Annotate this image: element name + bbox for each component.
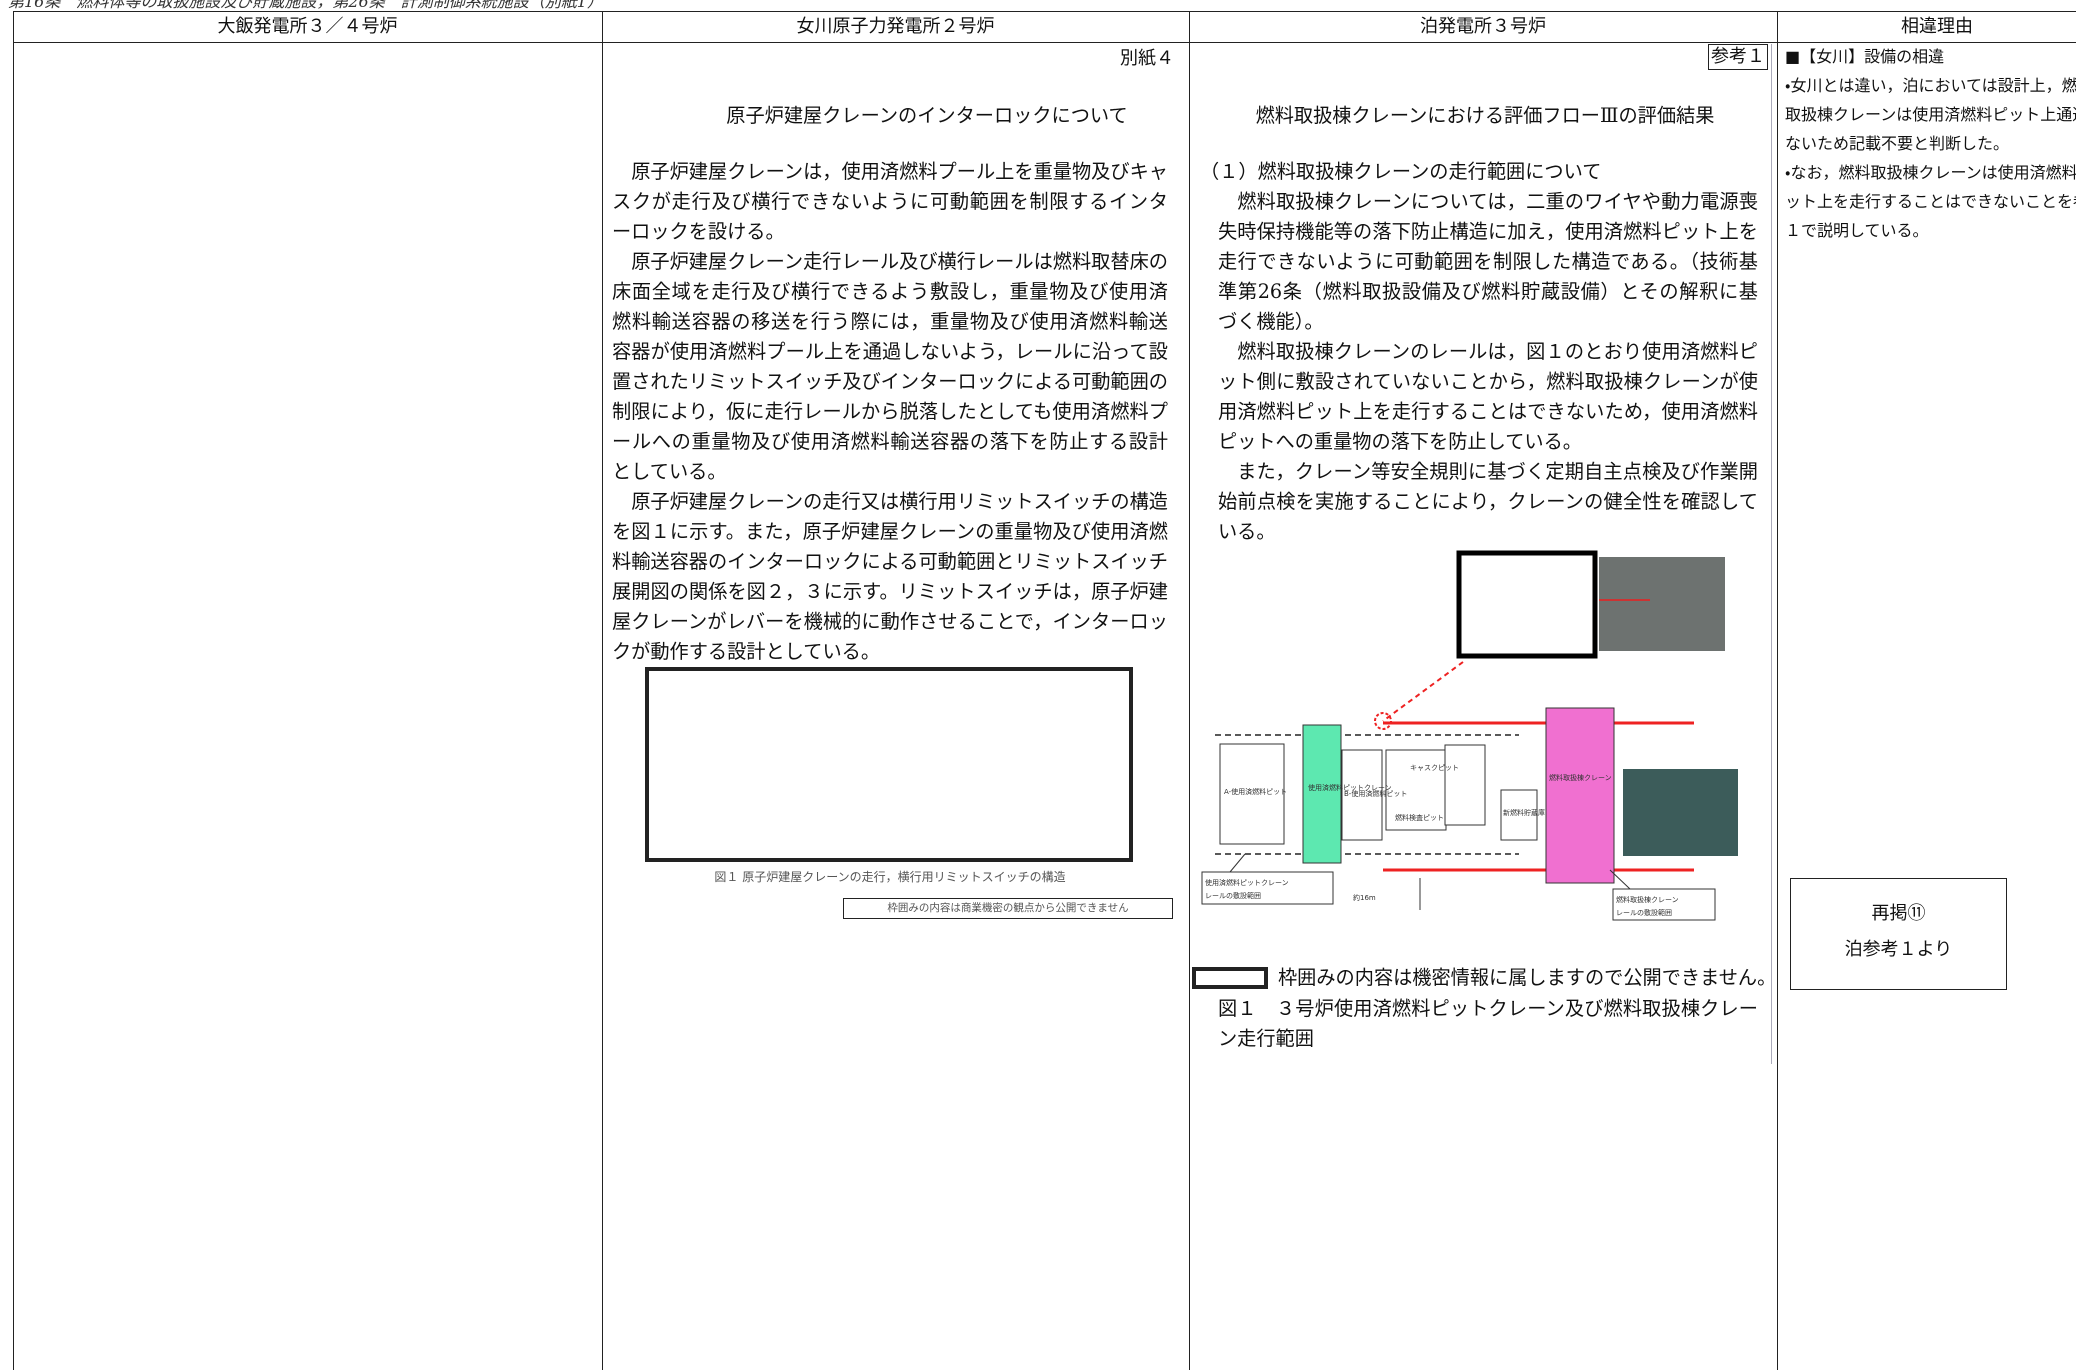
doc-title: 原子炉建屋クレーンのインターロックについて: [726, 104, 1128, 127]
pit-outline: [1219, 743, 1285, 845]
top-note: 第16条 燃料体等の取扱施設及び貯蔵施設，第26条 計測制御系統施設（別紙1）: [8, 0, 603, 11]
paragraph: 原子炉建屋クレーンは，使用済燃料プール上を重量物及びキャスクが走行及び横行できな…: [612, 160, 1168, 243]
diagram-label: B-使用済燃料ピット: [1344, 789, 1407, 798]
paragraph: 原子炉建屋クレーンの走行又は横行用リミットスイッチの構造を図１に示す。また，原子…: [612, 490, 1168, 663]
redaction-key: [1192, 967, 1268, 989]
body-text: 原子炉建屋クレーンは，使用済燃料プール上を重量物及びキャスクが走行及び横行できな…: [612, 157, 1168, 667]
leader-line: [1609, 869, 1631, 890]
reason-text: ■【女川】設備の相違 ・女川とは違い，泊においては設計上，燃料取扱棟クレーンは使…: [1785, 42, 2076, 245]
crane: [1545, 707, 1615, 884]
column-header: 相違理由: [1901, 16, 1973, 37]
label-box: [1612, 888, 1716, 921]
figure-caption: 図１ ３号炉使用済燃料ピットクレーン及び燃料取扱棟クレーン走行範囲: [1218, 997, 1758, 1050]
diagram-label: 使用済燃料ピットクレーン: [1308, 783, 1392, 792]
notice-text: 枠囲みの内容は機密情報に属しますので公開できません。: [1278, 966, 1777, 989]
table-border: [13, 42, 2076, 43]
section-heading: （１）燃料取扱棟クレーンの走行範囲について: [1200, 160, 1602, 183]
diagram-label: キャスクピット: [1410, 764, 1459, 772]
leader-line: [1229, 853, 1246, 873]
column-header: 女川原子力発電所２号炉: [796, 16, 995, 37]
redacted-box: [1456, 550, 1598, 659]
label-box: [1201, 871, 1334, 905]
diagram-label: 燃料検査ピット: [1395, 813, 1444, 822]
reference-box: 再掲⑪ 泊参考１より: [1790, 878, 2007, 990]
photo: [1599, 557, 1725, 651]
reason-item: ・女川とは違い，泊においては設計上，燃料取扱棟クレーンは使用済燃料ピット上通過し…: [1785, 76, 2076, 153]
diagram-label: 新燃料貯蔵庫: [1503, 808, 1545, 817]
table-border: [602, 11, 603, 1370]
table-border: [13, 11, 14, 1370]
reference-label: 参考１: [1708, 44, 1768, 70]
column-rule: [1771, 44, 1772, 1064]
photo: [1623, 769, 1738, 856]
table-border: [1189, 11, 1190, 1370]
marker: [1374, 712, 1392, 730]
column-header: 大飯発電所３／４号炉: [217, 16, 398, 37]
table-border: [13, 11, 2076, 12]
pit-outline: [1444, 744, 1486, 826]
doc-title: 燃料取扱棟クレーンにおける評価フローⅢの評価結果: [1255, 104, 1715, 127]
pit-outline: [1500, 789, 1538, 841]
box-line: 泊参考１より: [1844, 939, 1953, 960]
box-line: 再掲⑪: [1871, 903, 1926, 924]
diagram-label: 燃料取扱棟クレーン: [1549, 773, 1612, 782]
layout-diagram: A-使用済燃料ピット B-使用済燃料ピット 使用済燃料ピットクレーン 燃料取扱棟…: [1201, 550, 1738, 921]
diagram-label: 使用済燃料ピットクレーン: [1205, 878, 1289, 887]
redacted-figure: [645, 667, 1133, 862]
reason-item: ・なお，燃料取扱棟クレーンは使用済燃料ピット上を走行することはできないことを参考…: [1785, 163, 2076, 240]
reason-heading: ■【女川】設備の相違: [1785, 47, 1945, 66]
pit-outline: [1341, 749, 1383, 841]
table-border: [1777, 11, 1778, 1370]
figure-caption: 図１ 原子炉建屋クレーンの走行，横行用リミットスイッチの構造: [714, 870, 1066, 884]
paragraph: また，クレーン等安全規則に基づく定期自主点検及び作業開始前点検を実施することによ…: [1218, 460, 1758, 543]
column-header: 泊発電所３号炉: [1420, 16, 1546, 37]
diagram-label: A-使用済燃料ピット: [1224, 787, 1287, 796]
diagram-label: 約16m: [1353, 893, 1376, 902]
crane: [1302, 724, 1342, 864]
body-text: 燃料取扱棟クレーンについては，二重のワイヤや動力電源喪失時保持機能等の落下防止構…: [1218, 187, 1758, 547]
diagram-label: レールの敷設範囲: [1616, 908, 1672, 917]
pit-outline: [1385, 749, 1447, 831]
diagram-label: レールの敷設範囲: [1205, 891, 1261, 900]
notice-box: 枠囲みの内容は商業機密の観点から公開できません: [843, 898, 1173, 919]
paragraph: 燃料取扱棟クレーンについては，二重のワイヤや動力電源喪失時保持機能等の落下防止構…: [1218, 190, 1758, 333]
paragraph: 原子炉建屋クレーン走行レール及び横行レールは燃料取替床の床面全域を走行及び横行で…: [612, 250, 1168, 483]
diagram-label: 燃料取扱棟クレーン: [1616, 895, 1679, 904]
annex-label: 別紙４: [1120, 48, 1174, 69]
pointer: [1382, 661, 1464, 722]
paragraph: 燃料取扱棟クレーンのレールは，図１のとおり使用済燃料ピット側に敷設されていないこ…: [1218, 340, 1758, 453]
